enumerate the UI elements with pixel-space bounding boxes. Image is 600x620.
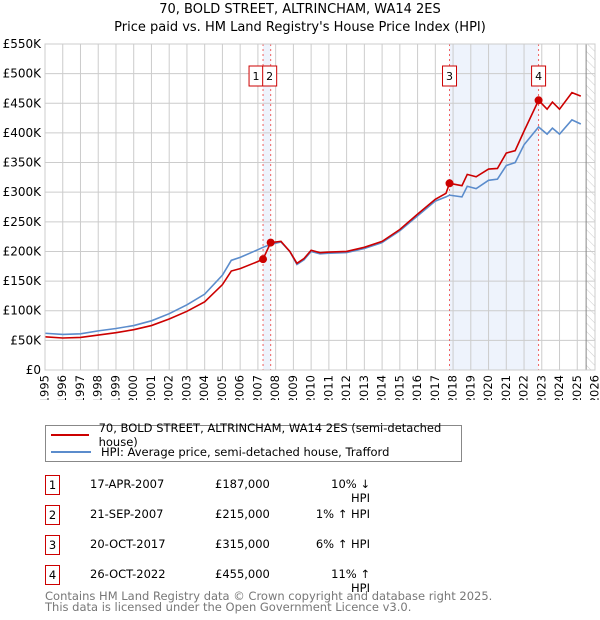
sale-label: 3 [446,70,453,83]
transaction-price: £315,000 [215,537,270,551]
x-tick-label: 2014 [375,375,389,400]
x-tick-label: 2001 [144,375,158,400]
y-tick-label: £300K [3,185,43,199]
x-tick-label: 2008 [268,375,282,400]
footer-licence: This data is licensed under the Open Gov… [45,600,412,614]
transaction-number: 1 [45,475,60,495]
y-tick-label: £100K [3,304,43,318]
transaction-date: 20-OCT-2017 [90,537,166,551]
x-tick-label: 2024 [552,375,566,400]
transaction-price: £187,000 [215,477,270,491]
x-tick-label: 2019 [463,375,477,400]
x-tick-label: 2005 [215,375,229,400]
sale-label-box [531,65,547,87]
x-tick-label: 2026 [588,375,600,400]
transaction-hpi-diff: 1% ↑ HPI [315,507,370,521]
transaction-date: 26-OCT-2022 [90,567,166,581]
x-tick-label: 2025 [570,375,584,400]
x-tick-label: 2011 [321,375,335,400]
x-tick-label: 2021 [499,375,513,400]
y-tick-label: £250K [3,215,43,229]
x-tick-label: 2023 [534,375,548,400]
transaction-row: 2 21-SEP-2007 £215,000 1% ↑ HPI [45,505,445,525]
x-tick-label: 2016 [410,375,424,400]
shaded-period [263,44,271,370]
legend: 70, BOLD STREET, ALTRINCHAM, WA14 2ES (s… [45,421,462,462]
transaction-price: £215,000 [215,507,270,521]
sale-label: 4 [535,70,542,83]
transaction-row: 4 26-OCT-2022 £455,000 11% ↑ HPI [45,565,445,595]
x-tick-label: 2020 [481,375,495,400]
x-tick-label: 2012 [339,375,353,400]
x-tick-label: 2018 [446,375,460,400]
transaction-hpi-diff: 6% ↑ HPI [315,537,370,551]
legend-item-hpi: HPI: Average price, semi-detached house,… [46,444,389,460]
transaction-number: 3 [45,535,60,555]
transaction-hpi-diff: 11% ↑ HPI [331,567,370,595]
x-tick-label: 2003 [179,375,193,400]
forecast-hatch [586,44,595,370]
red-line-swatch [51,434,89,436]
transaction-date: 21-SEP-2007 [90,507,164,521]
y-tick-label: £0 [26,363,41,377]
x-tick-label: 1999 [108,375,122,400]
transaction-row: 1 17-APR-2007 £187,000 10% ↓ HPI [45,475,445,505]
y-tick-label: £200K [3,244,43,258]
legend-item-property: 70, BOLD STREET, ALTRINCHAM, WA14 2ES (s… [46,421,461,449]
y-tick-label: £150K [3,274,43,288]
x-tick-label: 2004 [197,375,211,400]
x-tick-label: 2013 [357,375,371,400]
series-line [44,91,582,339]
plot-frame [44,43,596,371]
x-tick-label: 2006 [233,375,247,400]
sale-label: 2 [266,70,273,83]
sale-point [534,96,543,105]
series-line [44,118,582,336]
footer-copyright: Contains HM Land Registry data © Crown c… [45,589,493,603]
shaded-period [449,44,539,370]
transaction-price: £455,000 [215,567,270,581]
y-tick-label: £350K [3,156,43,170]
x-tick-label: 1997 [73,375,87,400]
chart-title: 70, BOLD STREET, ALTRINCHAM, WA14 2ES [159,2,441,17]
sale-label: 1 [253,70,260,83]
sale-point [259,255,268,264]
transaction-number: 4 [45,565,60,585]
sale-label-box [262,65,278,87]
sale-point [266,238,275,247]
x-tick-label: 2015 [392,375,406,400]
price-chart: 1995 1996 1997 1998 1999 2000 2001 2002 2003 2004… [3,37,600,400]
transaction-row: 3 20-OCT-2017 £315,000 6% ↑ HPI [45,535,445,555]
y-tick-label: £550K [3,37,43,51]
y-tick-label: £500K [3,67,43,81]
x-tick-label: 2022 [517,375,531,400]
y-tick-label: £50K [10,333,42,347]
sale-point [445,179,454,188]
sale-label-box [442,65,458,87]
transaction-number: 2 [45,505,60,525]
x-tick-label: 1996 [55,375,69,400]
x-tick-label: 2010 [304,375,318,400]
transaction-date: 17-APR-2007 [90,477,165,491]
x-tick-label: 1998 [91,375,105,400]
y-tick-label: £450K [3,96,43,110]
x-tick-label: 2009 [286,375,300,400]
legend-label: HPI: Average price, semi-detached house,… [101,445,390,459]
x-tick-label: 2000 [126,375,140,400]
x-tick-label: 2017 [428,375,442,400]
transaction-hpi-diff: 10% ↓ HPI [331,477,370,505]
legend-label: 70, BOLD STREET, ALTRINCHAM, WA14 2ES (s… [98,421,442,449]
blue-line-swatch [51,451,91,453]
x-tick-label: 1995 [38,375,52,400]
x-tick-label: 2002 [162,375,176,400]
chart-subtitle: Price paid vs. HM Land Registry's House … [114,20,486,35]
y-tick-label: £400K [3,126,43,140]
x-tick-label: 2007 [250,375,264,400]
